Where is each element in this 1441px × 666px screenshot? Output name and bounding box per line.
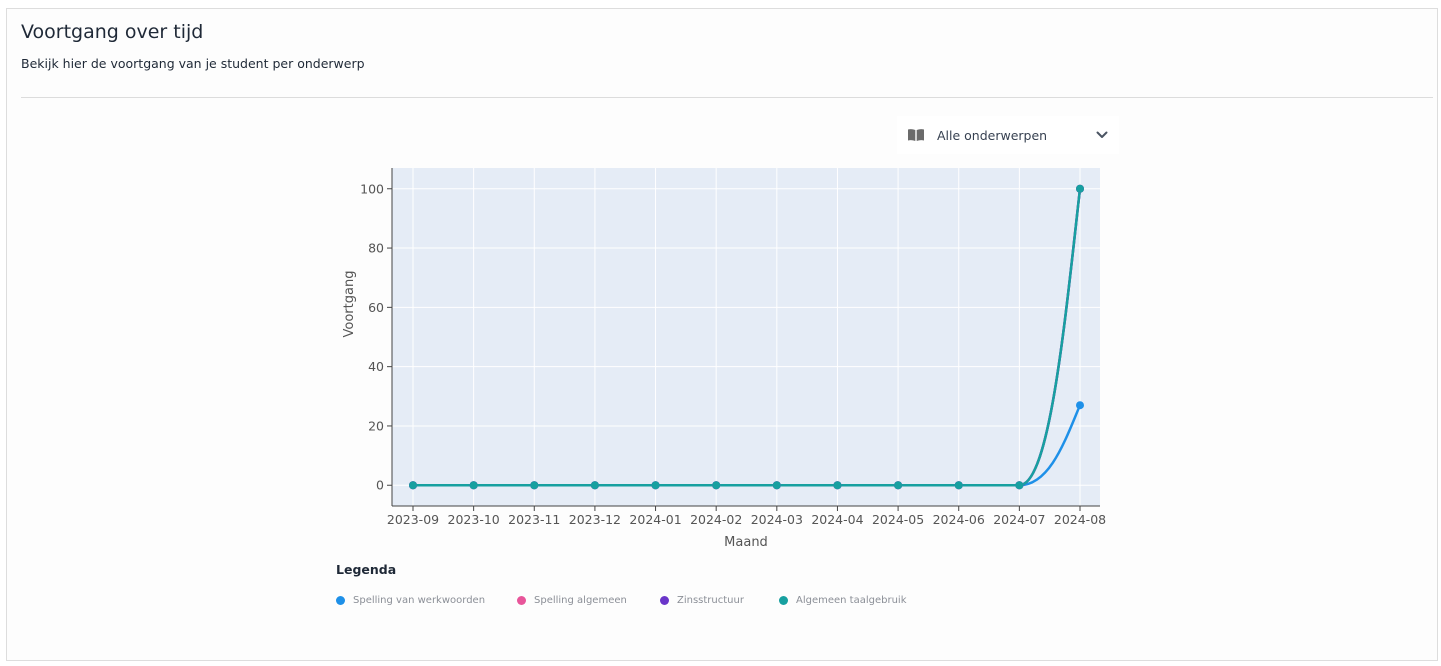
topic-select[interactable]: Alle onderwerpen bbox=[897, 116, 1119, 154]
data-point bbox=[833, 481, 842, 490]
data-point bbox=[409, 481, 417, 490]
legend-label: Zinsstructuur bbox=[677, 595, 744, 606]
x-tick-label: 2023-10 bbox=[448, 512, 500, 527]
x-tick-label: 2024-01 bbox=[629, 512, 681, 527]
y-axis-label: Voortgang bbox=[342, 271, 357, 338]
x-tick-label: 2024-08 bbox=[1054, 512, 1106, 527]
data-point bbox=[590, 481, 599, 490]
x-axis-label: Maand bbox=[724, 535, 768, 550]
page-title: Voortgang over tijd bbox=[21, 21, 204, 43]
book-icon bbox=[908, 129, 924, 141]
x-tick-label: 2024-06 bbox=[933, 512, 985, 527]
y-tick-label: 40 bbox=[368, 359, 384, 374]
data-point bbox=[894, 481, 903, 490]
series-line bbox=[413, 188, 1082, 487]
data-point bbox=[1015, 481, 1024, 490]
topic-select-value: Alle onderwerpen bbox=[937, 127, 1048, 143]
y-ticks: 0 20 40 60 80 100 bbox=[360, 181, 392, 493]
y-tick-label: 80 bbox=[368, 241, 384, 256]
x-tick-label: 2024-04 bbox=[811, 512, 863, 527]
y-tick-label: 100 bbox=[360, 181, 384, 196]
data-point bbox=[712, 481, 721, 490]
data-point bbox=[1076, 401, 1084, 410]
x-tick-label: 2024-02 bbox=[690, 512, 742, 527]
legend-label: Algemeen taalgebruik bbox=[796, 595, 907, 606]
legend-dot bbox=[779, 596, 788, 605]
x-tick-label: 2024-03 bbox=[751, 512, 803, 527]
legend: Spelling van werkwoorden Spelling algemee… bbox=[336, 595, 909, 606]
legend-dot bbox=[336, 596, 345, 605]
x-tick-label: 2024-05 bbox=[872, 512, 924, 527]
divider bbox=[21, 97, 1433, 98]
legend-item[interactable]: Zinsstructuur bbox=[660, 595, 779, 606]
legend-dot bbox=[660, 596, 669, 605]
x-gridlines bbox=[412, 168, 1081, 506]
data-point bbox=[469, 481, 478, 490]
y-tick-label: 60 bbox=[368, 300, 384, 315]
chevron-down-icon bbox=[1096, 131, 1108, 138]
plot-background bbox=[392, 168, 1100, 506]
x-tick-label: 2023-12 bbox=[569, 512, 621, 527]
data-point bbox=[772, 481, 781, 490]
legend-label: Spelling van werkwoorden bbox=[353, 595, 486, 606]
legend-item[interactable]: Spelling algemeen bbox=[517, 595, 660, 606]
data-point bbox=[1076, 184, 1084, 193]
legend-item[interactable]: Spelling van werkwoorden bbox=[336, 595, 517, 606]
x-ticks: 2023-09 2023-10 2023-11 2023-12 2024-01 2024-… bbox=[387, 506, 1106, 527]
legend-dot bbox=[517, 596, 526, 605]
x-tick-label: 2023-09 bbox=[387, 512, 439, 527]
data-point bbox=[651, 481, 660, 490]
x-tick-label: 2023-11 bbox=[508, 512, 560, 527]
data-point bbox=[954, 481, 963, 490]
series-lines bbox=[413, 188, 1082, 487]
y-tick-label: 0 bbox=[376, 478, 384, 493]
legend-label: Spelling algemeen bbox=[534, 595, 627, 606]
legend-title: Legenda bbox=[336, 562, 397, 577]
legend-item[interactable]: Algemeen taalgebruik bbox=[779, 595, 909, 606]
data-point bbox=[530, 481, 539, 490]
page-subtitle: Bekijk hier de voortgang van je student … bbox=[21, 56, 365, 71]
series-points bbox=[409, 184, 1084, 490]
y-tick-label: 20 bbox=[368, 418, 384, 433]
x-tick-label: 2024-07 bbox=[993, 512, 1045, 527]
